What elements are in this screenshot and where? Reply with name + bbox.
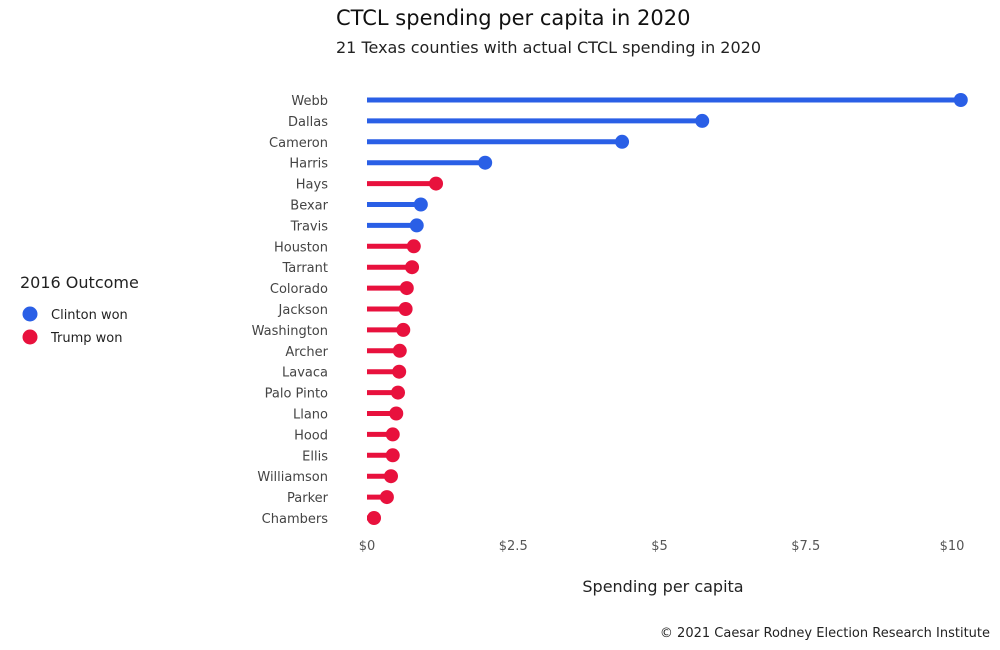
lollipop-dot bbox=[379, 490, 394, 505]
legend-clinton-marker bbox=[22, 306, 38, 322]
row-travis: Travis bbox=[290, 218, 424, 234]
lollipop-dot bbox=[385, 427, 400, 442]
legend: 2016 Outcome Clinton won Trump won bbox=[20, 273, 139, 346]
y-tick-label: Ellis bbox=[302, 449, 328, 464]
y-tick-label: Hood bbox=[294, 428, 328, 443]
row-palo-pinto: Palo Pinto bbox=[265, 385, 406, 402]
row-jackson: Jackson bbox=[278, 302, 413, 318]
row-tarrant: Tarrant bbox=[281, 260, 420, 276]
lollipop-dot bbox=[615, 134, 630, 149]
y-tick-label: Tarrant bbox=[281, 261, 328, 276]
y-tick-label: Parker bbox=[287, 491, 329, 506]
lollipop-dot bbox=[405, 260, 420, 275]
copyright-caption: © 2021 Caesar Rodney Election Research I… bbox=[660, 626, 990, 641]
lollipop-dot bbox=[383, 469, 398, 484]
lollipop-dot bbox=[409, 218, 424, 233]
y-tick-label: Webb bbox=[291, 94, 328, 109]
row-webb: Webb bbox=[291, 93, 968, 109]
row-williamson: Williamson bbox=[257, 469, 398, 485]
x-tick-label: $10 bbox=[940, 539, 965, 554]
x-axis-label: Spending per capita bbox=[582, 577, 743, 596]
y-tick-label: Hays bbox=[296, 178, 328, 193]
lollipop-dot bbox=[406, 239, 421, 254]
row-dallas: Dallas bbox=[288, 113, 710, 130]
lollipop-dot bbox=[392, 364, 407, 379]
row-cameron: Cameron bbox=[269, 134, 630, 151]
row-lavaca: Lavaca bbox=[282, 364, 407, 381]
legend-trump-label: Trump won bbox=[50, 331, 123, 346]
y-tick-label: Dallas bbox=[288, 115, 328, 130]
lollipop-dot bbox=[389, 406, 404, 421]
lollipop-dot bbox=[695, 113, 710, 128]
lollipop-dot bbox=[429, 176, 444, 191]
row-hood: Hood bbox=[294, 427, 400, 443]
row-houston: Houston bbox=[274, 239, 421, 255]
lollipop-dot bbox=[399, 281, 414, 296]
row-hays: Hays bbox=[296, 176, 444, 193]
y-tick-label: Archer bbox=[285, 345, 328, 360]
lollipop-dot bbox=[398, 302, 413, 316]
lollipop-dot bbox=[953, 93, 968, 107]
legend-clinton-label: Clinton won bbox=[51, 308, 128, 323]
x-tick-label: $5 bbox=[651, 539, 668, 554]
x-tick-label: $7.5 bbox=[791, 539, 820, 554]
row-parker: Parker bbox=[287, 490, 394, 506]
y-tick-label: Bexar bbox=[290, 199, 328, 214]
x-tick-label: $2.5 bbox=[499, 539, 528, 554]
y-tick-label: Williamson bbox=[257, 470, 328, 485]
row-colorado: Colorado bbox=[270, 281, 414, 297]
y-tick-label: Chambers bbox=[262, 512, 329, 527]
y-tick-label: Washington bbox=[252, 324, 328, 339]
row-bexar: Bexar bbox=[290, 197, 428, 214]
chart-title: CTCL spending per capita in 2020 bbox=[336, 6, 690, 30]
y-tick-label: Cameron bbox=[269, 136, 328, 151]
row-harris: Harris bbox=[289, 155, 493, 172]
lollipop-dot bbox=[385, 448, 400, 463]
chart-subtitle: 21 Texas counties with actual CTCL spend… bbox=[336, 38, 761, 57]
legend-title: 2016 Outcome bbox=[20, 273, 139, 292]
plot-area: Webb Dallas Cameron Harris Hays Bexar Travis Ho… bbox=[252, 93, 968, 527]
y-tick-label: Harris bbox=[289, 157, 328, 172]
lollipop-dot bbox=[367, 511, 382, 525]
y-tick-label: Travis bbox=[290, 219, 329, 234]
y-tick-label: Llano bbox=[293, 408, 328, 423]
y-tick-label: Lavaca bbox=[282, 366, 328, 381]
row-washington: Washington bbox=[252, 322, 411, 339]
y-tick-label: Houston bbox=[274, 240, 328, 255]
row-archer: Archer bbox=[285, 343, 407, 360]
y-tick-label: Colorado bbox=[270, 282, 328, 297]
y-tick-label: Jackson bbox=[278, 303, 328, 318]
lollipop-dot bbox=[396, 322, 411, 337]
lollipop-dot bbox=[478, 155, 493, 170]
y-tick-label: Palo Pinto bbox=[265, 387, 328, 402]
row-llano: Llano bbox=[293, 406, 404, 423]
legend-trump-marker bbox=[22, 329, 38, 345]
row-ellis: Ellis bbox=[302, 448, 400, 464]
lollipop-dot bbox=[391, 385, 406, 400]
lollipop-dot bbox=[413, 197, 428, 212]
lollipop-dot bbox=[392, 343, 407, 358]
row-chambers: Chambers bbox=[262, 511, 382, 527]
x-tick-label: $0 bbox=[359, 539, 376, 554]
x-axis: $0 $2.5 $5 $7.5 $10 bbox=[359, 539, 965, 554]
